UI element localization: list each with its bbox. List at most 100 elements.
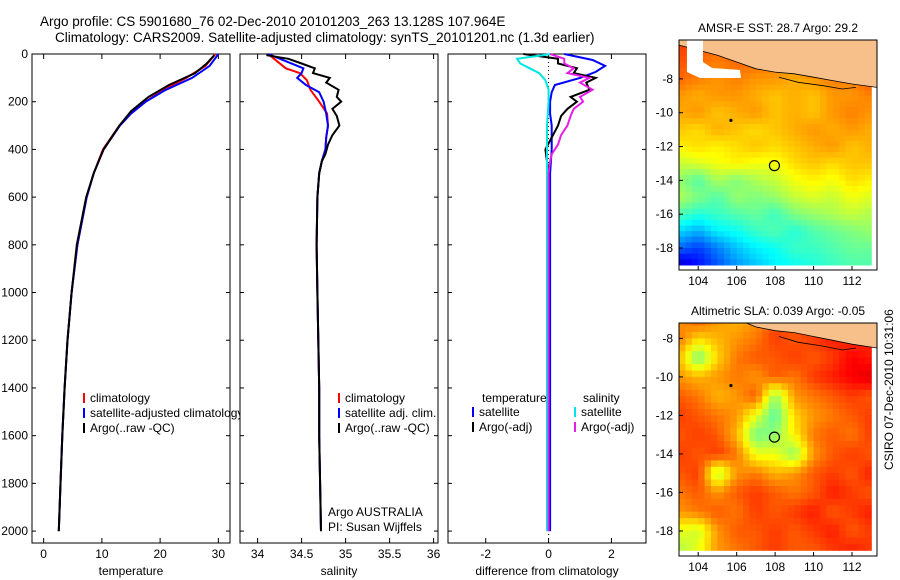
sla-cell: [820, 498, 827, 506]
sst-cell: [749, 90, 757, 97]
sst-cell: [691, 208, 699, 215]
sla-cell: [749, 389, 757, 397]
sla-cell: [826, 351, 834, 359]
sla-cell: [807, 364, 815, 372]
sst-cell: [698, 140, 706, 148]
sst-cell: [743, 219, 751, 226]
sst-cell: [820, 90, 827, 97]
sla-cell: [717, 357, 725, 365]
sst-cell: [749, 163, 757, 170]
sla-cell: [781, 505, 789, 513]
sla-cell: [755, 486, 763, 493]
sla-cell: [723, 466, 731, 474]
sla-cell: [723, 428, 731, 436]
sla-cell: [813, 537, 821, 545]
sla-cell: [679, 466, 686, 474]
sla-cell: [852, 402, 859, 410]
sla-cell: [768, 498, 776, 506]
sla-cell: [730, 351, 738, 359]
sst-cell: [698, 186, 706, 193]
sst-cell: [781, 118, 789, 125]
sla-cell: [711, 389, 718, 397]
sst-cell: [787, 101, 795, 108]
sla-cell: [800, 441, 808, 449]
sst-cell: [852, 248, 859, 255]
sla-cell: [704, 531, 712, 538]
sla-cell: [723, 492, 731, 500]
sst-cell: [685, 174, 693, 181]
sst-cell: [762, 101, 770, 108]
sst-cell: [832, 140, 840, 148]
sst-cell: [717, 163, 725, 170]
sla-cell: [685, 492, 693, 500]
sla-cell: [698, 383, 706, 391]
sla-cell: [704, 344, 712, 352]
sst-cell: [858, 236, 866, 243]
sst-cell: [832, 157, 840, 164]
sla-cell: [685, 543, 693, 551]
sst-cell: [832, 146, 840, 153]
sal-xtick-label: 34.5: [290, 547, 314, 561]
temp-xtick-label: 20: [153, 547, 167, 561]
sst-cell: [826, 95, 834, 102]
sla-cell: [787, 421, 795, 429]
sla-cell: [704, 383, 712, 391]
sst-cell: [723, 169, 731, 176]
sst-cell: [826, 236, 834, 243]
sla-cell: [685, 511, 693, 519]
sla-cell: [845, 453, 853, 461]
sla-cell: [685, 357, 693, 365]
sst-cell: [755, 84, 763, 91]
sla-cell: [755, 389, 763, 397]
sla-cell: [717, 332, 725, 339]
sla-cell: [691, 325, 699, 333]
sla-cell: [775, 344, 783, 352]
sst-cell: [704, 56, 712, 63]
sst-cell: [858, 90, 866, 97]
sla-cell: [717, 434, 725, 442]
sla-cell: [813, 518, 821, 526]
sst-cell: [723, 197, 731, 204]
sst-cell: [711, 197, 718, 204]
sla-cell: [704, 505, 712, 513]
sst-cell: [845, 202, 853, 210]
sla-cell: [743, 409, 751, 416]
sla-cell: [736, 332, 744, 339]
sla-cell: [691, 389, 699, 397]
sst-cell: [749, 242, 757, 249]
sst-cell: [749, 107, 757, 114]
sst-cell: [807, 118, 815, 125]
sst-cell: [749, 186, 757, 193]
sla-cell: [775, 473, 783, 481]
sst-cell: [781, 180, 789, 187]
sst-cell: [826, 197, 834, 204]
sla-cell: [768, 518, 776, 526]
sla-cell: [839, 396, 847, 404]
sla-cell: [723, 370, 731, 378]
sst-cell: [800, 231, 808, 238]
sst-cell: [749, 214, 757, 221]
sla-cell: [794, 376, 802, 384]
sla-cell: [691, 376, 699, 384]
sla-cell: [755, 428, 763, 436]
sla-cell: [832, 498, 840, 506]
sla-cell: [743, 473, 751, 481]
sst-cell: [685, 118, 693, 125]
sla-cell: [858, 389, 866, 397]
sst-cell: [820, 186, 827, 193]
sla-cell: [749, 415, 757, 423]
sst-cell: [839, 163, 847, 170]
sla-cell: [749, 492, 757, 500]
sst-cell: [730, 112, 738, 119]
sla-cell: [679, 409, 686, 416]
sla-cell: [820, 415, 827, 423]
sst-cell: [743, 231, 751, 238]
sst-cell: [679, 78, 686, 86]
sst-cell: [698, 242, 706, 249]
sla-cell: [839, 344, 847, 352]
sla-cell: [755, 441, 763, 449]
sst-cell: [704, 242, 712, 249]
sla-cell: [743, 505, 751, 513]
sst-cell: [820, 112, 827, 119]
sla-cell: [794, 428, 802, 436]
